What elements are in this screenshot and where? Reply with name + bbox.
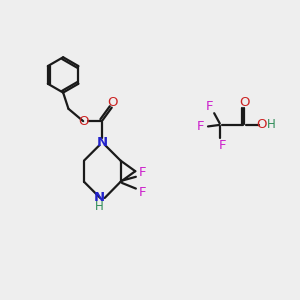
Text: O: O bbox=[78, 115, 88, 128]
Text: F: F bbox=[139, 167, 146, 179]
Text: H: H bbox=[267, 118, 276, 131]
Text: H: H bbox=[95, 200, 103, 213]
Text: O: O bbox=[108, 96, 118, 110]
Text: N: N bbox=[97, 136, 108, 149]
Text: F: F bbox=[196, 120, 204, 133]
Text: F: F bbox=[206, 100, 213, 112]
Text: F: F bbox=[219, 139, 226, 152]
Text: F: F bbox=[139, 186, 146, 199]
Text: N: N bbox=[94, 191, 105, 204]
Text: O: O bbox=[256, 118, 267, 131]
Text: O: O bbox=[239, 96, 250, 109]
